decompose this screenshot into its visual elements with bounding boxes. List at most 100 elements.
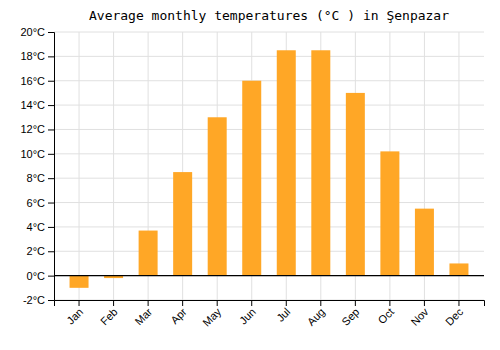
y-tick-mark — [48, 154, 54, 155]
y-tick: -2°C — [23, 294, 54, 306]
y-tick-mark — [48, 81, 54, 82]
x-tick-label: Jul — [274, 306, 292, 324]
y-tick-mark — [48, 105, 54, 106]
bar — [311, 50, 330, 275]
x-tick-mark — [458, 300, 459, 306]
grid-line-y — [54, 105, 484, 106]
x-axis: Jan Feb Mar Apr May Jun Jul Aug Sep Oct Nov Dec — [55, 300, 485, 329]
bar — [70, 276, 89, 288]
grid-line-y — [54, 202, 484, 203]
x-tick-mark — [148, 300, 149, 306]
x-tick: Jul — [274, 300, 292, 324]
grid-line-y — [54, 178, 484, 179]
y-tick-mark — [48, 32, 54, 33]
bar — [346, 93, 365, 276]
grid-line-x — [458, 32, 459, 300]
bar — [139, 231, 158, 276]
y-tick-label: 12°C — [20, 123, 45, 135]
x-tick: Nov — [408, 300, 431, 328]
x-tick: Mar — [132, 300, 154, 327]
grid-line-y — [54, 56, 484, 57]
y-tick-label: -2°C — [23, 294, 45, 306]
bar — [173, 172, 192, 276]
bar — [277, 50, 296, 275]
x-tick: Sep — [339, 300, 361, 328]
y-tick: 10°C — [20, 148, 54, 160]
x-tick-mark — [79, 300, 80, 306]
y-tick-label: 14°C — [20, 99, 45, 111]
x-tick-label: Sep — [339, 306, 361, 328]
y-tick-label: 2°C — [27, 245, 46, 257]
grid-line-y — [54, 80, 484, 81]
x-tick-mark — [182, 300, 183, 306]
y-tick-label: 10°C — [20, 148, 45, 160]
chart-container: -2°C 0°C 2°C 4°C 6°C 8°C 10°C 12°C 14°C 16°C 18°C 2… — [0, 0, 500, 350]
grid-line-y — [54, 275, 484, 276]
y-tick: 16°C — [20, 75, 54, 87]
y-tick-label: 0°C — [27, 270, 46, 282]
y-tick: 14°C — [20, 99, 54, 111]
x-tick: Jun — [237, 300, 258, 327]
y-tick-mark — [48, 56, 54, 57]
y-tick-mark — [48, 251, 54, 252]
bar — [242, 81, 261, 276]
x-tick: Jan — [64, 300, 85, 327]
y-tick: 6°C — [27, 197, 54, 209]
y-axis: -2°C 0°C 2°C 4°C 6°C 8°C 10°C 12°C 14°C 16°C 18°C 2… — [20, 26, 54, 306]
y-tick: 12°C — [20, 123, 54, 135]
x-tick: Feb — [98, 300, 120, 327]
x-tick-label: Jan — [64, 306, 85, 327]
x-tick: Oct — [376, 300, 397, 326]
grid-line-x — [113, 32, 114, 300]
y-tick-mark — [48, 227, 54, 228]
bar — [449, 263, 468, 275]
bar — [415, 209, 434, 276]
y-tick: 2°C — [27, 245, 54, 257]
x-tick: Aug — [305, 300, 327, 328]
y-tick-label: 8°C — [27, 172, 46, 184]
zero-line — [54, 275, 484, 276]
y-tick: 8°C — [27, 172, 54, 184]
title: Average monthly temperatures (°C ) in Şe… — [89, 8, 449, 23]
grid-line-y — [54, 129, 484, 130]
x-tick-mark — [320, 300, 321, 306]
y-tick: 18°C — [20, 50, 54, 62]
x-tick: Dec — [443, 300, 466, 328]
x-tick-mark — [113, 300, 114, 306]
y-tick-label: 16°C — [20, 75, 45, 87]
axis-line — [55, 301, 485, 307]
y-tick-label: 18°C — [20, 50, 45, 62]
bar — [380, 151, 399, 275]
grid-line-x — [79, 32, 80, 300]
x-tick-mark — [389, 300, 390, 306]
y-tick: 20°C — [20, 26, 54, 38]
grid — [54, 32, 484, 300]
plot-area — [70, 50, 469, 288]
grid-line-y — [54, 32, 484, 33]
x-tick-label: Feb — [98, 306, 120, 328]
x-tick-mark — [217, 300, 218, 306]
x-tick-label: May — [200, 305, 224, 329]
y-tick: 4°C — [27, 221, 54, 233]
x-tick-mark — [251, 300, 252, 306]
axis-line — [48, 33, 55, 301]
x-tick-label: Oct — [376, 306, 397, 327]
x-tick-label: Dec — [443, 305, 466, 328]
grid-line-y — [54, 153, 484, 154]
y-tick-label: 6°C — [27, 197, 46, 209]
x-tick-label: Nov — [408, 305, 431, 328]
x-tick: Apr — [168, 300, 189, 326]
x-tick-mark — [424, 300, 425, 306]
y-tick: 0°C — [27, 270, 54, 282]
x-tick-mark — [355, 300, 356, 306]
chart-svg: -2°C 0°C 2°C 4°C 6°C 8°C 10°C 12°C 14°C 16°C 18°C 2… — [0, 0, 500, 350]
y-tick-label: 20°C — [20, 26, 45, 38]
x-tick: May — [200, 300, 224, 329]
y-tick-label: 4°C — [27, 221, 46, 233]
x-tick-mark — [286, 300, 287, 306]
x-tick-label: Jun — [237, 306, 258, 327]
y-tick-mark — [48, 203, 54, 204]
x-tick-label: Apr — [168, 305, 189, 326]
x-tick-label: Mar — [132, 305, 154, 327]
bar — [208, 117, 227, 275]
